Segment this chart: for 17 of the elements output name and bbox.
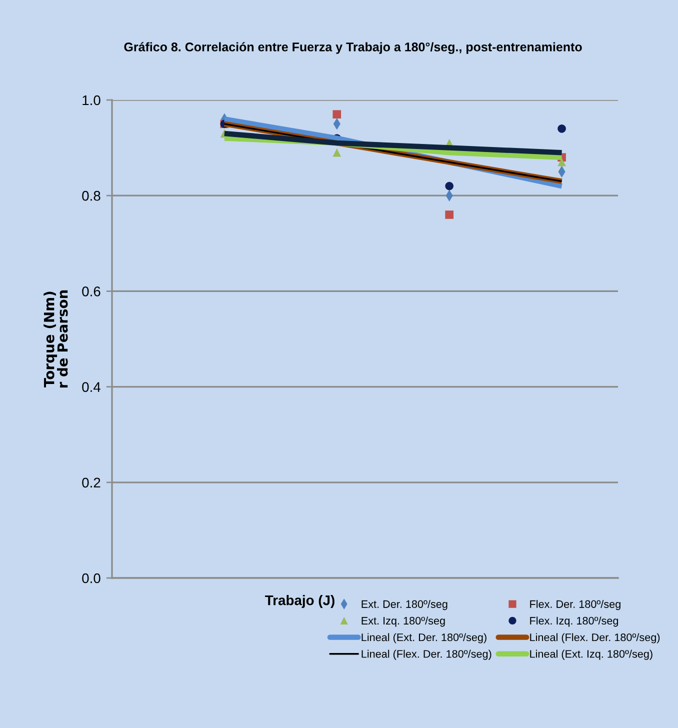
x-axis-title: Trabajo (J) (265, 595, 334, 608)
y-axis-title: Torque (Nm) r de Pearson (44, 290, 68, 388)
y-tick-label: 0.8 (82, 190, 100, 201)
y-tick-label: 0.0 (82, 573, 100, 584)
legend-label: Ext. Izq. 180º/seg (362, 616, 445, 627)
legend-label: Lineal (Flex. Der. 180º/seg) (362, 650, 492, 660)
y-tick-label: 0.4 (82, 382, 100, 392)
legend-label: Ext. Der. 180º/seg (362, 600, 448, 610)
y-tick-label: 1.0 (82, 95, 100, 106)
legend-label: Flex. Izq. 180º/seg (530, 616, 618, 627)
legend-label: Lineal (Ext. Izq. 180º/seg) (530, 650, 652, 660)
y-tick-label: 0.6 (82, 286, 100, 296)
legend-label: Lineal (Ext. Der. 180º/seg) (362, 633, 486, 644)
legend-label: Lineal (Flex. Der. 180º/seg) (530, 633, 660, 644)
legend-label: Flex. Der. 180º/seg (530, 600, 620, 610)
y-tick-label: 0.2 (82, 478, 100, 488)
chart-title: Gráfico 8. Correlación entre Fuerza y Trabajo a 180°/seg., post-entrenamiento (124, 42, 582, 54)
